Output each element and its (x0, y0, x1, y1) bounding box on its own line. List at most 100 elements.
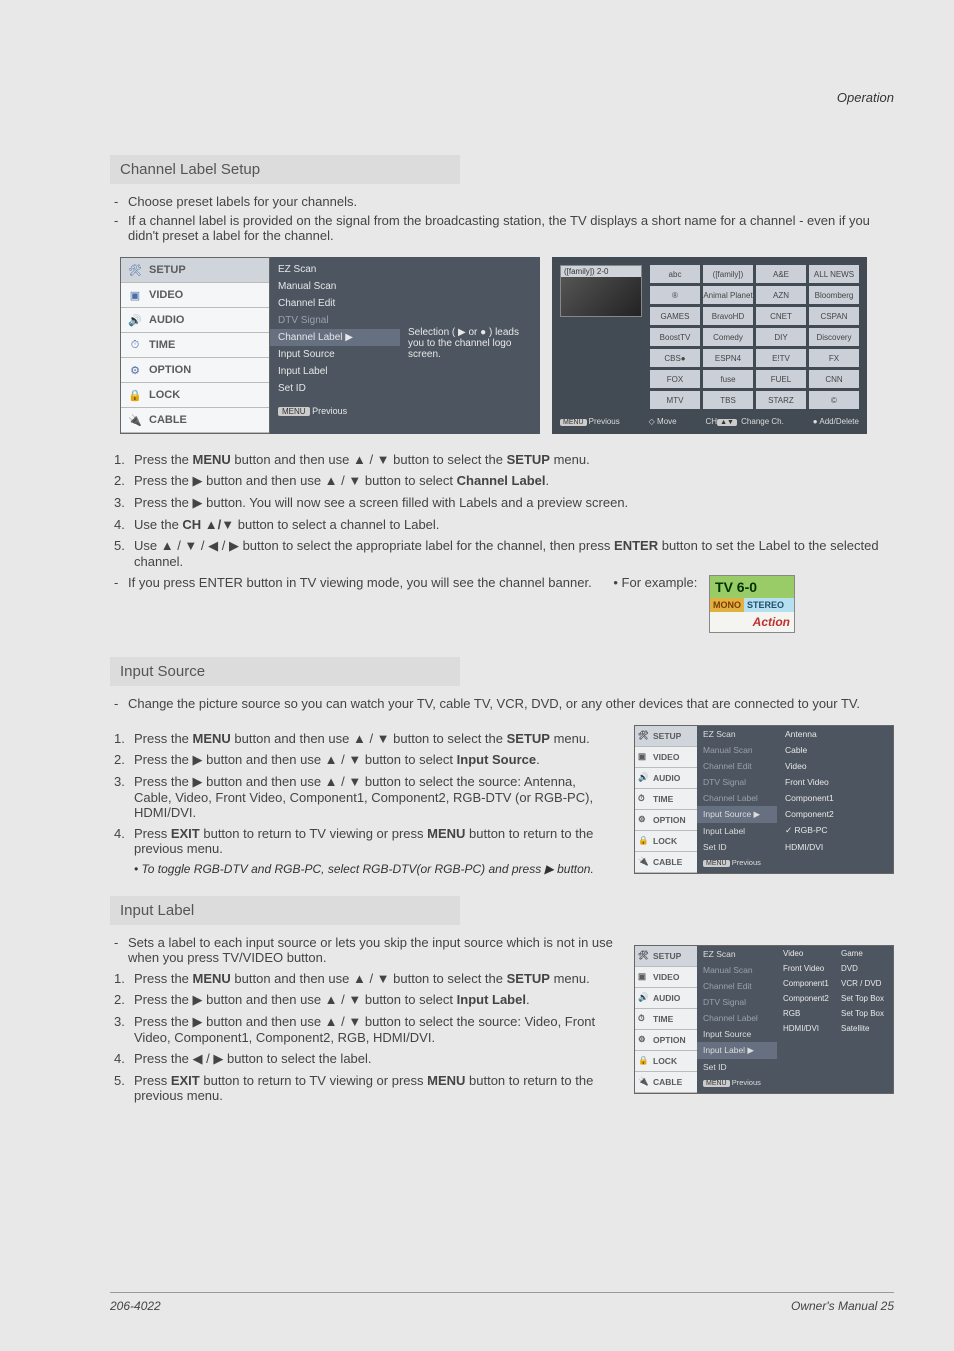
label-cell[interactable]: Animal Planet (703, 286, 753, 304)
label-cell[interactable]: MTV (650, 391, 700, 409)
source-option[interactable]: Cable (777, 742, 893, 758)
menu-tab-time[interactable]: ⏱TIME (121, 333, 269, 358)
menu-tab-video[interactable]: ▣VIDEO (635, 747, 697, 768)
menu-tab-option[interactable]: ⚙OPTION (121, 358, 269, 383)
input-source-osd[interactable]: 🛠SETUP▣VIDEO🔊AUDIO⏱TIME⚙OPTION🔒LOCK🔌CABL… (634, 725, 894, 874)
label-cell[interactable]: FX (809, 349, 859, 367)
menu-tab-audio[interactable]: 🔊AUDIO (635, 988, 697, 1009)
label-source[interactable]: Front Video (777, 961, 835, 976)
label-cell[interactable]: © (809, 391, 859, 409)
label-cell[interactable]: CSPAN (809, 307, 859, 325)
label-cell[interactable]: STARZ (756, 391, 806, 409)
menu-item[interactable]: Channel Edit (697, 758, 777, 774)
label-cell[interactable]: Discovery (809, 328, 859, 346)
label-source[interactable]: HDMI/DVI (777, 1021, 835, 1036)
label-cell[interactable]: ESPN4 (703, 349, 753, 367)
menu-tab-lock[interactable]: 🔒LOCK (635, 1051, 697, 1072)
source-option[interactable]: Video (777, 758, 893, 774)
menu-tab-lock[interactable]: 🔒LOCK (635, 831, 697, 852)
menu-tab-cable[interactable]: 🔌CABLE (635, 852, 697, 873)
menu-tab-cable[interactable]: 🔌CABLE (121, 408, 269, 433)
menu-item[interactable]: EZ Scan (697, 726, 777, 742)
menu-item[interactable]: Input Label (270, 363, 400, 380)
menu-previous[interactable]: MENU Previous (270, 403, 400, 419)
label-source[interactable]: Component1 (777, 976, 835, 991)
label-value[interactable]: VCR / DVD (835, 976, 893, 991)
label-cell[interactable]: ([family]) (703, 265, 753, 283)
menu-item[interactable]: Input Label (697, 823, 777, 839)
label-cell[interactable]: FUEL (756, 370, 806, 388)
menu-item[interactable]: Set ID (270, 380, 400, 397)
label-cell[interactable]: fuse (703, 370, 753, 388)
label-cell[interactable]: BoostTV (650, 328, 700, 346)
menu-tab-time[interactable]: ⏱TIME (635, 1009, 697, 1030)
label-cell[interactable]: CNN (809, 370, 859, 388)
menu-item[interactable]: Channel Edit (697, 978, 777, 994)
menu-tab-time[interactable]: ⏱TIME (635, 789, 697, 810)
label-source[interactable]: Video (777, 946, 835, 961)
menu-item[interactable]: Set ID (697, 839, 777, 855)
label-value[interactable]: Satellite (835, 1021, 893, 1036)
label-cell[interactable]: Bloomberg (809, 286, 859, 304)
menu-item[interactable]: DTV Signal (697, 994, 777, 1010)
menu-tab-option[interactable]: ⚙OPTION (635, 810, 697, 831)
menu-tab-video[interactable]: ▣VIDEO (121, 283, 269, 308)
label-cell[interactable]: TBS (703, 391, 753, 409)
source-option[interactable]: Antenna (777, 726, 893, 742)
menu-item[interactable]: DTV Signal (697, 774, 777, 790)
menu-tab-lock[interactable]: 🔒LOCK (121, 383, 269, 408)
menu-item[interactable]: Manual Scan (697, 962, 777, 978)
menu-item[interactable]: Channel Label ▶ (270, 329, 400, 346)
label-value[interactable]: DVD (835, 961, 893, 976)
label-cell[interactable]: DIY (756, 328, 806, 346)
menu-tab-audio[interactable]: 🔊AUDIO (635, 768, 697, 789)
menu-item[interactable]: Channel Label (697, 1010, 777, 1026)
source-option[interactable]: Component2 (777, 806, 893, 822)
label-cell[interactable]: A&E (756, 265, 806, 283)
menu-item[interactable]: Input Source (697, 1026, 777, 1042)
menu-tab-setup[interactable]: 🛠SETUP (635, 726, 697, 747)
menu-tab-setup[interactable]: 🛠SETUP (635, 946, 697, 967)
menu-item[interactable]: DTV Signal (270, 312, 400, 329)
label-cell[interactable]: CBS● (650, 349, 700, 367)
label-cell[interactable]: ALL NEWS (809, 265, 859, 283)
menu-item[interactable]: Set ID (697, 1059, 777, 1075)
source-option[interactable]: HDMI/DVI (777, 839, 893, 855)
label-cell[interactable]: E!TV (756, 349, 806, 367)
label-cell[interactable]: abc (650, 265, 700, 283)
label-cell[interactable]: AZN (756, 286, 806, 304)
label-cell[interactable]: GAMES (650, 307, 700, 325)
menu-tab-option[interactable]: ⚙OPTION (635, 1030, 697, 1051)
menu-item[interactable]: Input Label ▶ (697, 1042, 777, 1059)
label-cell[interactable]: ® (650, 286, 700, 304)
label-cell[interactable]: BravoHD (703, 307, 753, 325)
menu-tab-cable[interactable]: 🔌CABLE (635, 1072, 697, 1093)
label-value[interactable]: Game (835, 946, 893, 961)
osd-menu-tabs[interactable]: 🛠SETUP▣VIDEO🔊AUDIO⏱TIME⚙OPTION🔒LOCK🔌CABL… (120, 257, 270, 434)
label-cell[interactable]: Comedy (703, 328, 753, 346)
menu-item[interactable]: EZ Scan (697, 946, 777, 962)
source-option[interactable]: Component1 (777, 790, 893, 806)
menu-item[interactable]: EZ Scan (270, 261, 400, 278)
menu-tab-video[interactable]: ▣VIDEO (635, 967, 697, 988)
label-value[interactable]: Set Top Box (835, 991, 893, 1006)
source-option[interactable]: Front Video (777, 774, 893, 790)
menu-item[interactable]: Manual Scan (270, 278, 400, 295)
menu-previous[interactable]: MENU Previous (697, 1075, 777, 1090)
label-source[interactable]: RGB (777, 1006, 835, 1021)
menu-item[interactable]: Channel Edit (270, 295, 400, 312)
menu-previous[interactable]: MENU Previous (697, 855, 777, 870)
source-option[interactable]: RGB-PC (777, 822, 893, 839)
osd-menu-items[interactable]: EZ ScanManual ScanChannel EditDTV Signal… (270, 257, 400, 434)
label-source[interactable]: Component2 (777, 991, 835, 1006)
menu-tab-audio[interactable]: 🔊AUDIO (121, 308, 269, 333)
label-cell[interactable]: FOX (650, 370, 700, 388)
menu-tab-setup[interactable]: 🛠SETUP (121, 258, 269, 283)
menu-item[interactable]: Input Source (270, 346, 400, 363)
input-label-osd[interactable]: 🛠SETUP▣VIDEO🔊AUDIO⏱TIME⚙OPTION🔒LOCK🔌CABL… (634, 945, 894, 1094)
menu-item[interactable]: Input Source ▶ (697, 806, 777, 823)
label-value[interactable]: Set Top Box (835, 1006, 893, 1021)
label-grid[interactable]: abc([family])A&EALL NEWS ®Animal PlanetAZ… (650, 265, 859, 409)
menu-item[interactable]: Channel Label (697, 790, 777, 806)
menu-item[interactable]: Manual Scan (697, 742, 777, 758)
